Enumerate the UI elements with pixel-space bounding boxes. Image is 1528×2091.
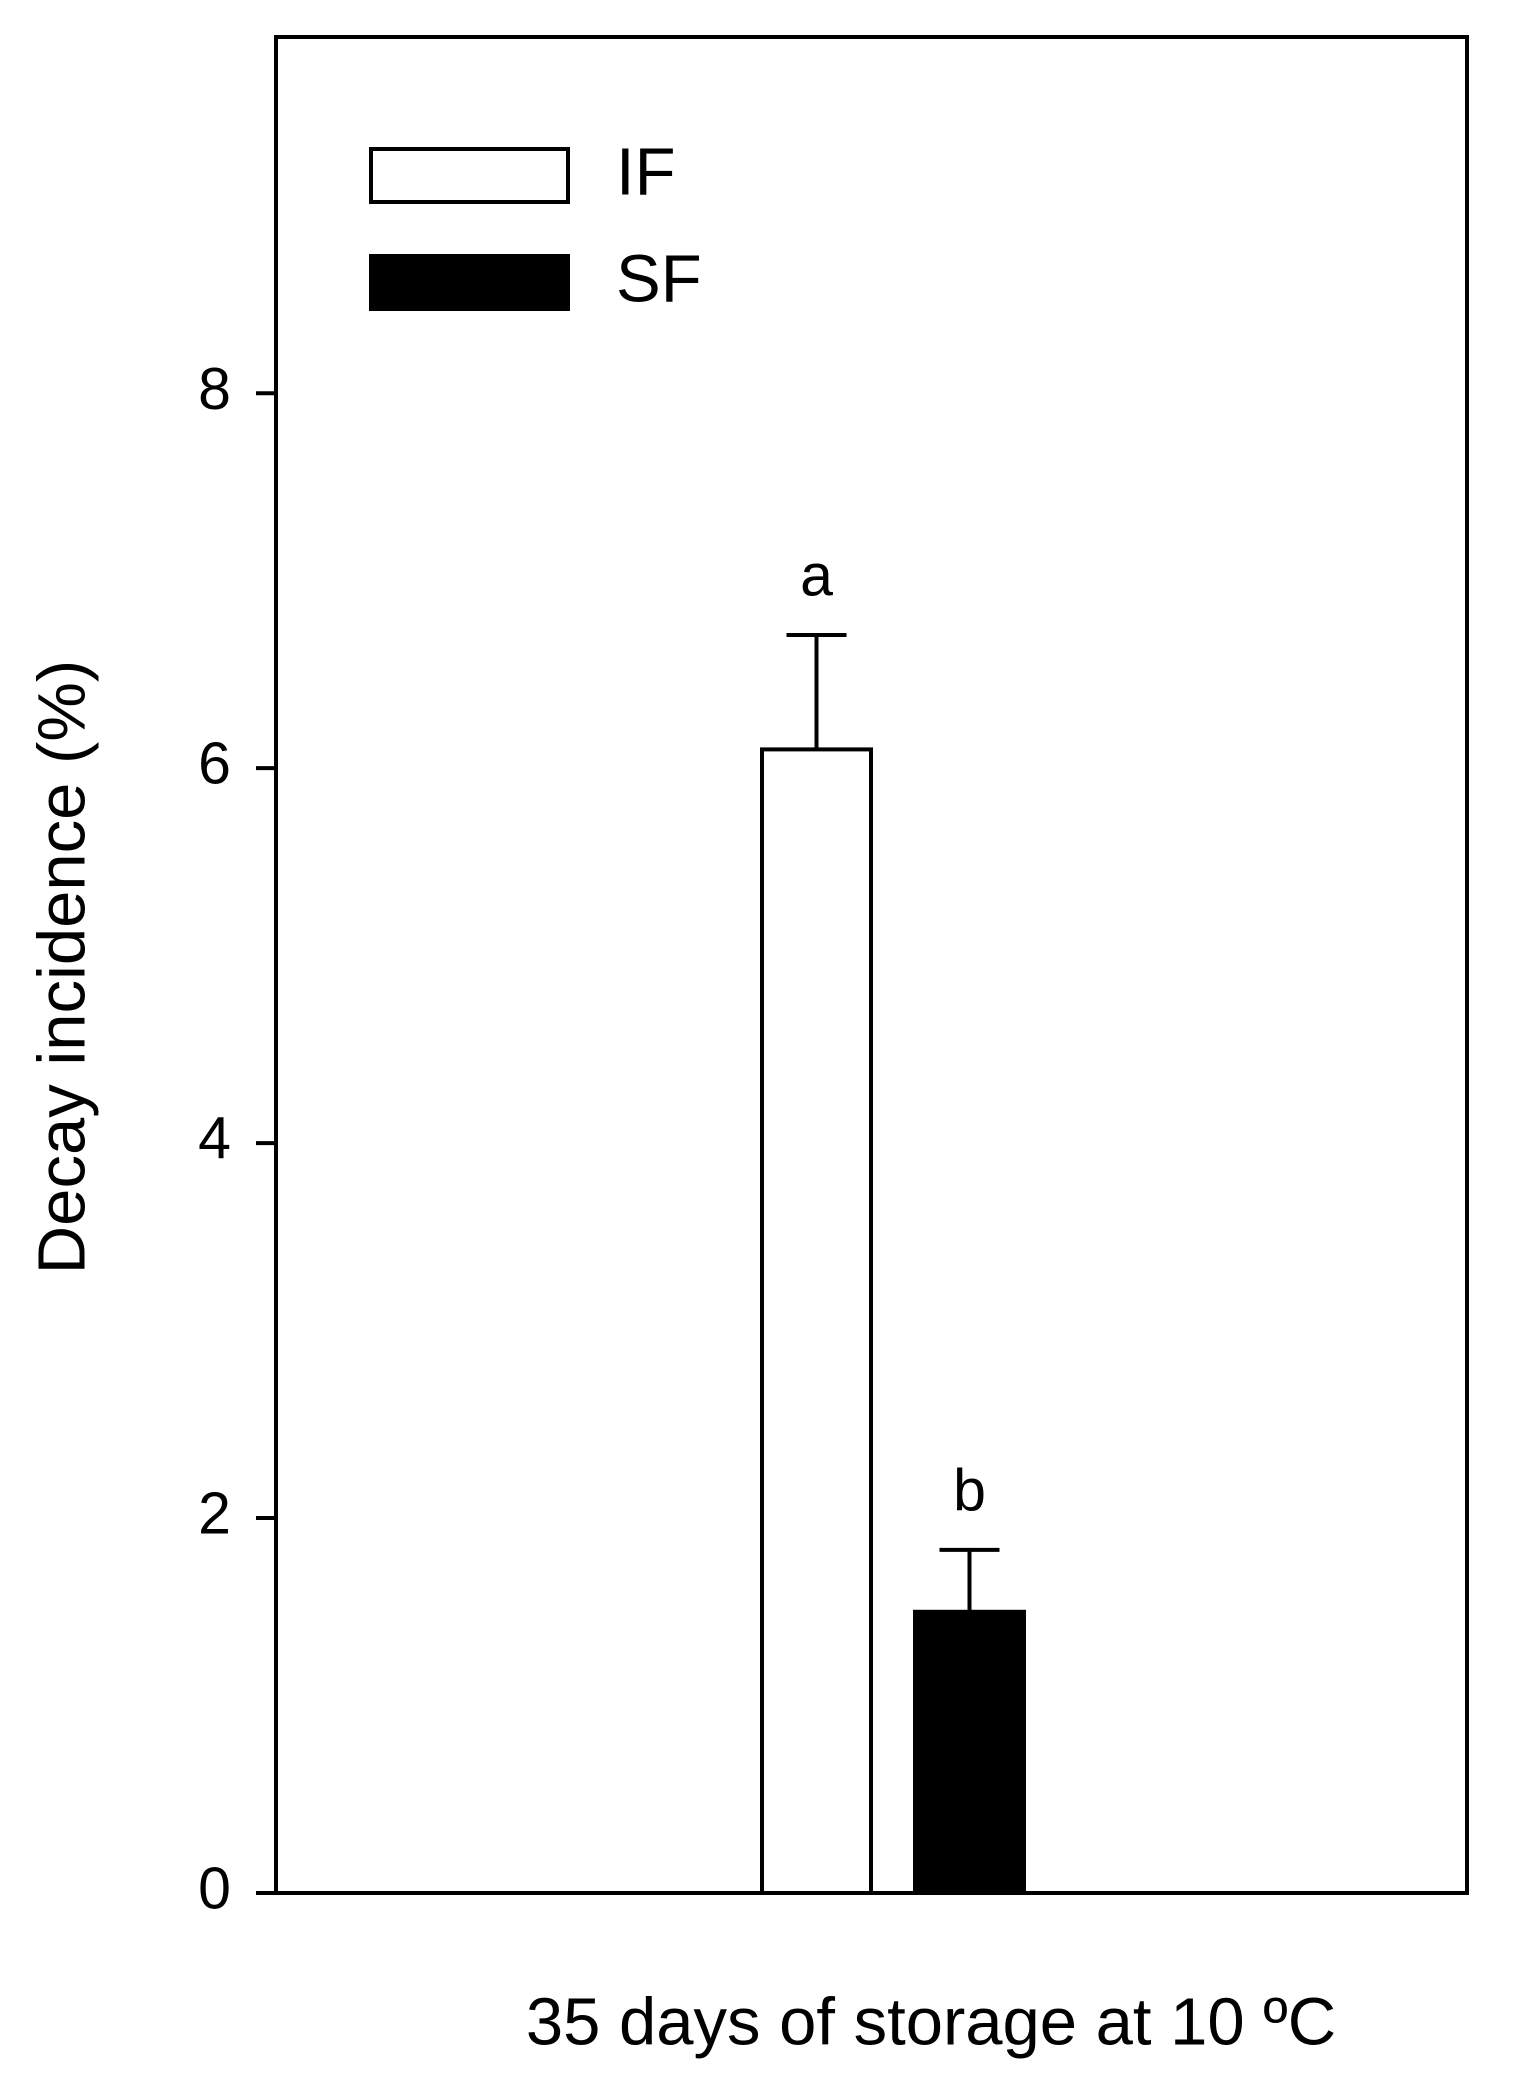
y-tick-label: 2 — [198, 1481, 231, 1547]
y-tick-label: 8 — [198, 356, 231, 422]
legend-label: IF — [616, 135, 676, 210]
bar — [913, 1609, 1026, 1895]
y-axis-label: Decay incidence (%) — [25, 660, 100, 1274]
annotation: b — [953, 1457, 986, 1523]
legend-label: SF — [616, 242, 702, 317]
legend-swatch — [369, 147, 570, 204]
legend-swatch — [369, 254, 570, 311]
x-category-label: 35 days of storage at 10 ºC — [526, 1985, 1336, 2060]
y-tick-label: 6 — [198, 731, 231, 797]
y-tick-label: 4 — [198, 1106, 231, 1172]
bar — [760, 747, 873, 1895]
annotation: a — [800, 543, 833, 609]
y-tick-label: 0 — [198, 1856, 231, 1922]
